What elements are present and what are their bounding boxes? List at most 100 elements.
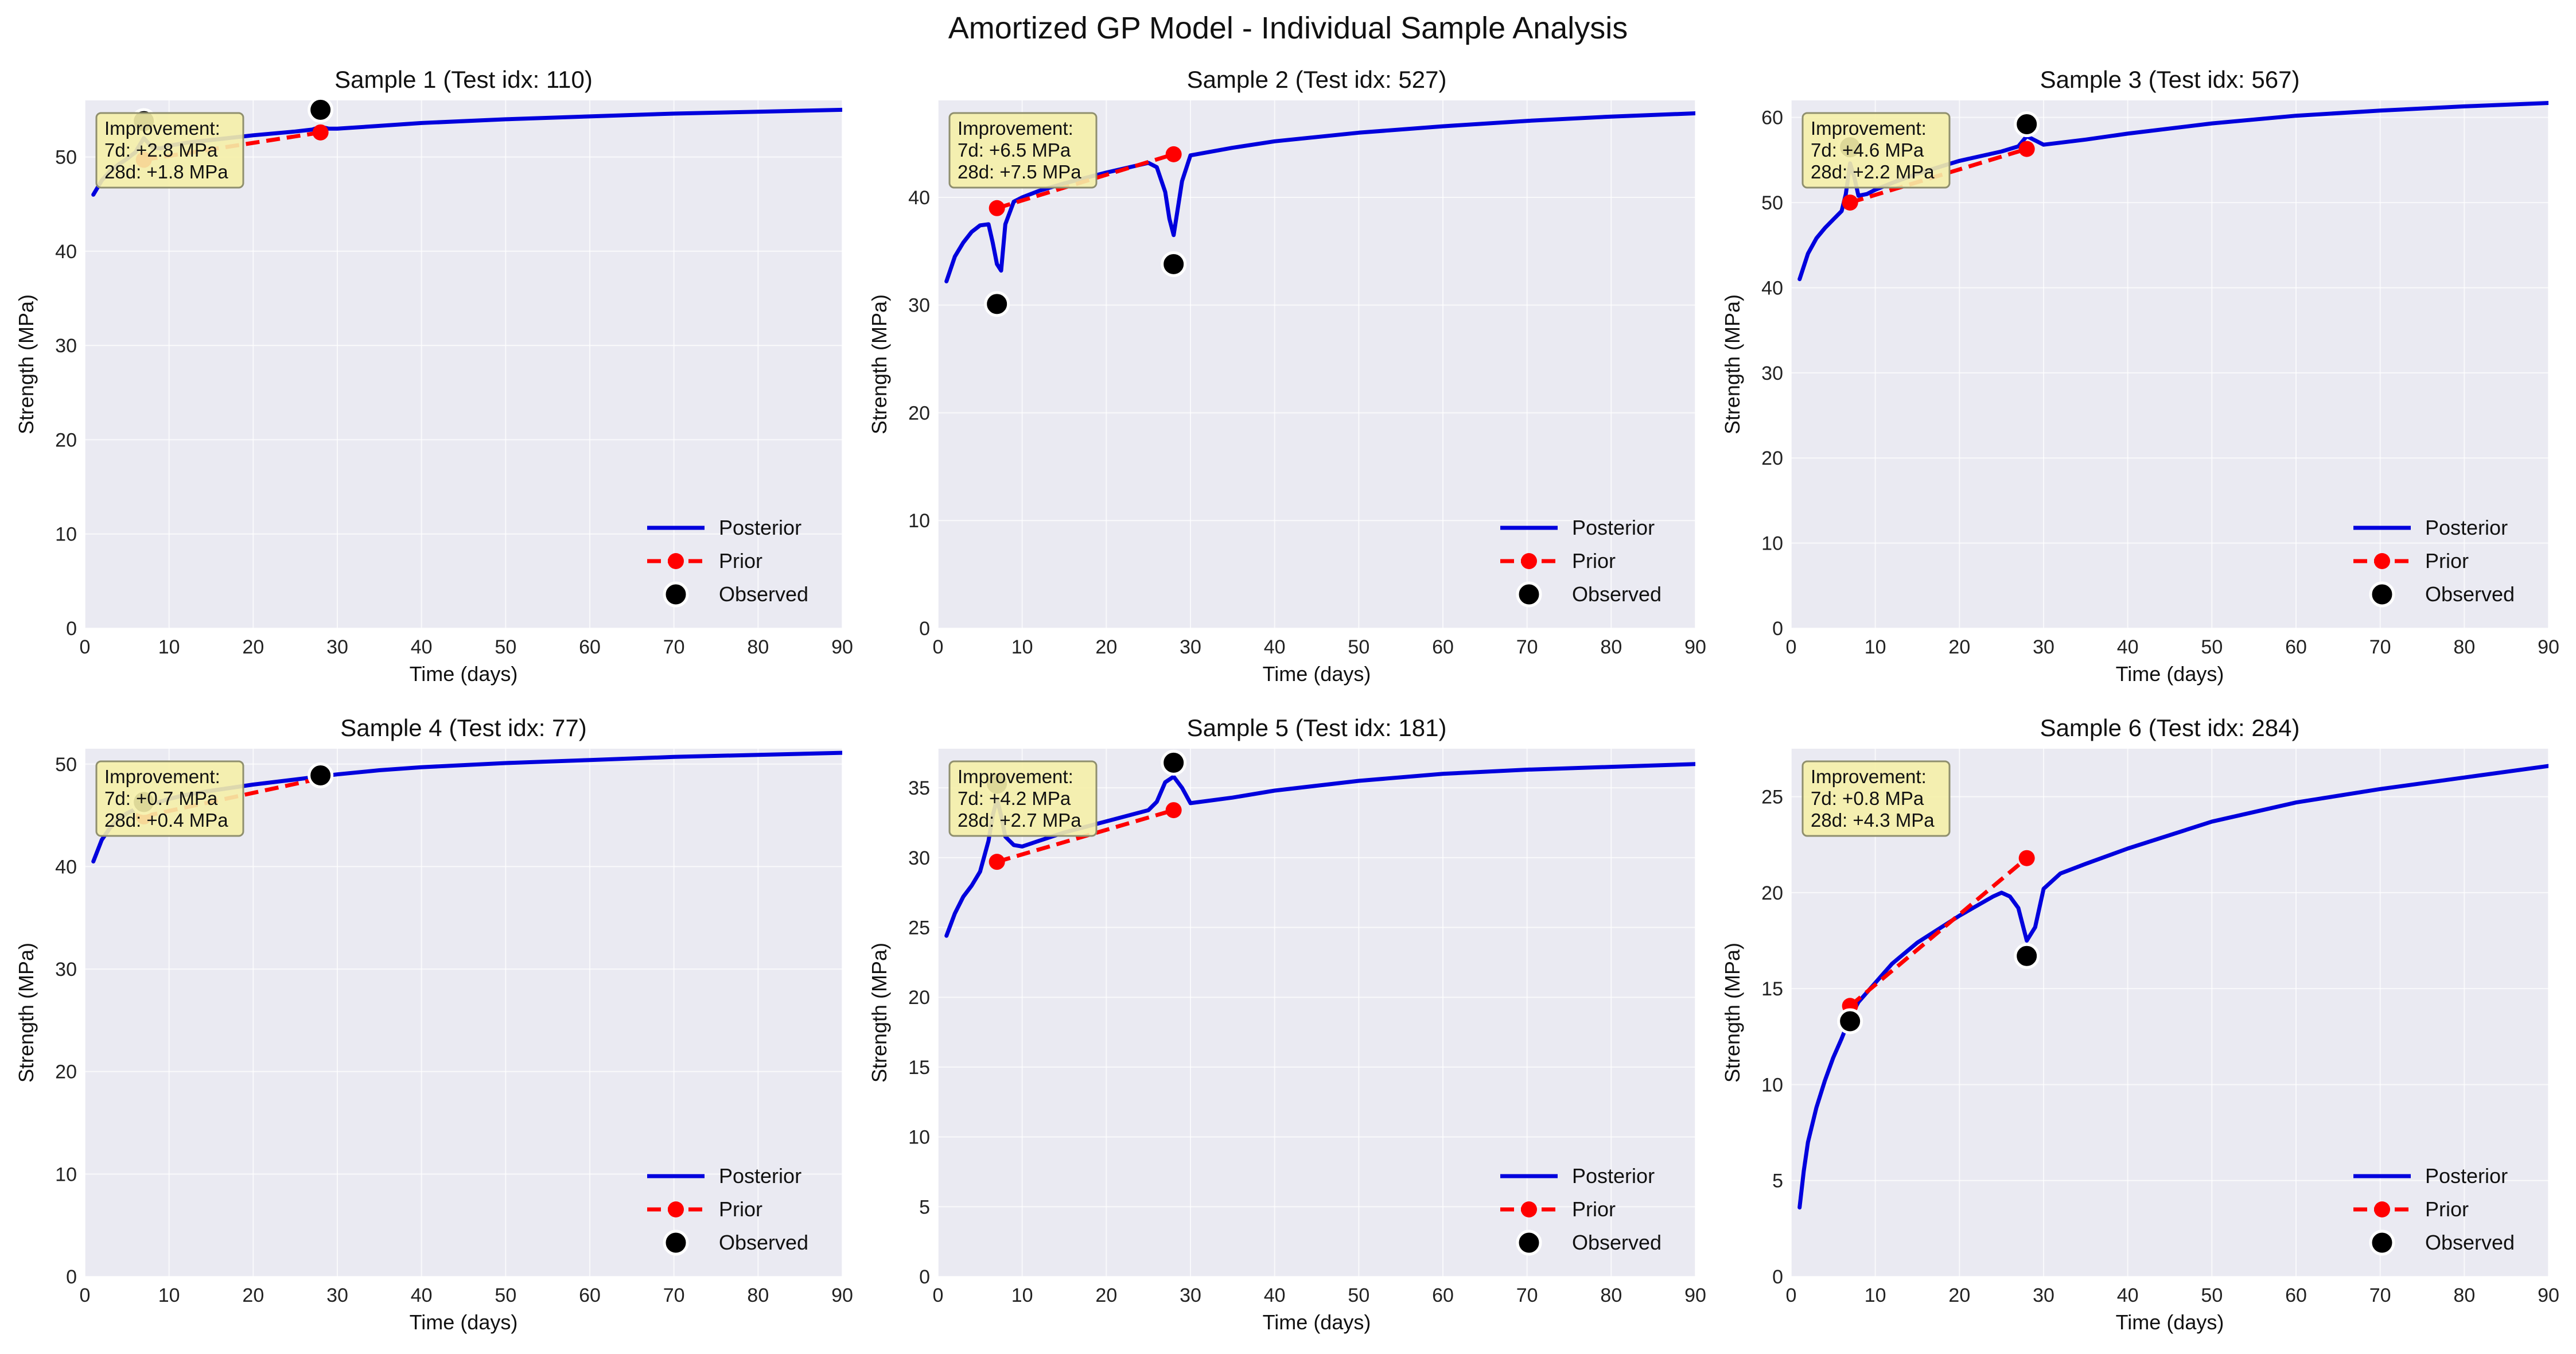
x-tick-label: 70	[663, 1285, 685, 1306]
legend-marker-observed	[2369, 581, 2395, 608]
subplot-title: Sample 5 (Test idx: 181)	[1187, 714, 1447, 741]
x-tick-label: 10	[1865, 636, 1886, 658]
y-tick-label: 10	[55, 524, 77, 546]
legend-marker-observed	[2369, 1230, 2395, 1256]
legend-marker-prior	[668, 553, 684, 569]
annotation-line: 28d: +2.7 MPa	[958, 810, 1081, 831]
prior-point	[2018, 141, 2035, 157]
observed-point	[984, 291, 1010, 317]
x-tick-label: 50	[2201, 1285, 2223, 1306]
y-tick-label: 0	[66, 1266, 77, 1288]
y-tick-label: 25	[1761, 787, 1783, 808]
legend: Posterior Prior Observed	[647, 1164, 808, 1256]
x-tick-label: 10	[1011, 1285, 1033, 1306]
x-tick-label: 10	[158, 636, 180, 658]
legend-label: Prior	[719, 1197, 762, 1221]
legend-marker-prior	[2374, 1201, 2390, 1217]
observed-point	[308, 762, 334, 788]
legend-marker-prior	[1521, 1201, 1537, 1217]
legend-label: Posterior	[1572, 1164, 1655, 1188]
x-tick-label: 0	[1786, 636, 1797, 658]
legend-label: Prior	[1572, 1197, 1616, 1221]
subplot-title: Sample 4 (Test idx: 77)	[340, 714, 587, 741]
annotation-line: Improvement:	[1811, 118, 1927, 139]
y-tick-label: 30	[1761, 363, 1783, 384]
x-tick-label: 60	[1432, 1285, 1454, 1306]
x-tick-label: 70	[1516, 636, 1538, 658]
y-tick-label: 0	[1772, 618, 1783, 640]
legend-label: Posterior	[719, 516, 801, 539]
y-tick-label: 25	[908, 917, 930, 939]
y-tick-label: 50	[1761, 192, 1783, 214]
x-tick-label: 70	[663, 636, 685, 658]
y-tick-label: 35	[908, 777, 930, 799]
annotation-line: 28d: +4.3 MPa	[1811, 810, 1935, 831]
annotation-line: Improvement:	[958, 118, 1073, 139]
annotation-line: 28d: +7.5 MPa	[958, 161, 1081, 182]
prior-point	[989, 200, 1005, 216]
x-tick-label: 60	[2285, 1285, 2307, 1306]
x-tick-label: 70	[2369, 1285, 2391, 1306]
observed-point	[1161, 749, 1187, 776]
legend: Posterior Prior Observed	[2353, 516, 2515, 608]
observed-point	[308, 96, 334, 123]
y-axis-label: Strength (MPa)	[1721, 943, 1744, 1083]
legend-marker-observed	[1516, 581, 1542, 608]
x-tick-label: 20	[1095, 1285, 1117, 1306]
x-tick-label: 90	[2538, 636, 2559, 658]
y-axis-label: Strength (MPa)	[867, 943, 891, 1083]
legend-label: Posterior	[2425, 516, 2508, 539]
x-tick-label: 10	[158, 1285, 180, 1306]
prior-point	[2018, 850, 2035, 866]
x-tick-label: 40	[2117, 1285, 2139, 1306]
x-axis-label: Time (days)	[1263, 662, 1371, 686]
x-axis-label: Time (days)	[1263, 1310, 1371, 1334]
x-tick-label: 0	[933, 1285, 944, 1306]
y-tick-label: 40	[908, 187, 930, 209]
legend-marker-observed	[663, 1230, 689, 1256]
x-tick-label: 30	[2033, 1285, 2054, 1306]
annotation-line: Improvement:	[1811, 766, 1927, 787]
y-tick-label: 0	[919, 618, 930, 640]
x-tick-label: 30	[1180, 636, 1201, 658]
x-tick-label: 0	[933, 636, 944, 658]
y-tick-label: 50	[55, 754, 77, 776]
y-tick-label: 10	[908, 1127, 930, 1149]
x-tick-label: 30	[2033, 636, 2054, 658]
legend-marker-prior	[668, 1201, 684, 1217]
legend-label: Observed	[2425, 582, 2515, 606]
x-axis-label: Time (days)	[410, 1310, 518, 1334]
y-tick-label: 0	[1772, 1266, 1783, 1288]
x-axis-label: Time (days)	[410, 662, 518, 686]
y-tick-label: 20	[55, 1061, 77, 1083]
x-tick-label: 20	[1948, 636, 1970, 658]
legend-marker-prior	[2374, 553, 2390, 569]
prior-point	[989, 854, 1005, 870]
y-tick-label: 5	[1772, 1170, 1783, 1192]
subplot-title: Sample 1 (Test idx: 110)	[334, 66, 593, 93]
legend-label: Prior	[2425, 1197, 2469, 1221]
legend-label: Observed	[1572, 1231, 1661, 1254]
annotation-line: 7d: +4.6 MPa	[1811, 139, 1924, 161]
x-tick-label: 90	[831, 1285, 853, 1306]
legend: Posterior Prior Observed	[2353, 1164, 2515, 1256]
annotation-line: 7d: +0.8 MPa	[1811, 788, 1924, 809]
y-tick-label: 20	[55, 429, 77, 451]
annotation-line: 7d: +4.2 MPa	[958, 788, 1071, 809]
x-tick-label: 40	[1264, 1285, 1286, 1306]
subplot-5: 0 10 20 30 40 50 60 70 80 90 0 5 10 15 20 25 30 35 Sample …	[867, 714, 1706, 1334]
y-tick-label: 20	[908, 987, 930, 1009]
y-tick-label: 60	[1761, 107, 1783, 129]
subplot-1: 0 10 20 30 40 50 60 70 80 90 0 10 20 30 40 50 Sample 1 (…	[14, 66, 853, 686]
x-tick-label: 90	[831, 636, 853, 658]
legend: Posterior Prior Observed	[1500, 516, 1661, 608]
annotation-box	[1801, 760, 1951, 837]
x-tick-label: 50	[495, 636, 516, 658]
x-tick-label: 30	[326, 1285, 348, 1306]
legend-label: Observed	[2425, 1231, 2515, 1254]
y-tick-label: 30	[55, 959, 77, 981]
